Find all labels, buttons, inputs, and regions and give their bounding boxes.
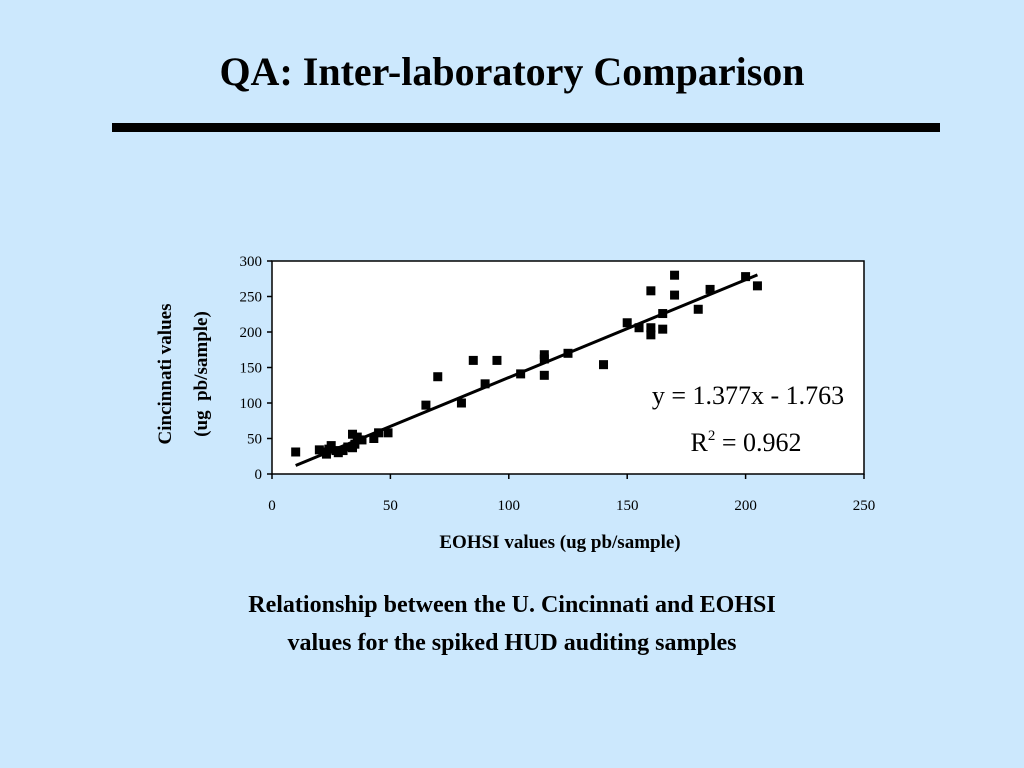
y-tick-label: 150 — [240, 361, 263, 377]
data-point — [343, 442, 353, 452]
data-point — [350, 439, 360, 449]
data-point — [646, 330, 656, 340]
y-tick-label: 100 — [240, 396, 263, 412]
title-divider — [112, 123, 940, 132]
caption-line-2: values for the spiked HUD auditing sampl… — [287, 630, 737, 656]
x-tick-label: 100 — [498, 498, 521, 514]
r-squared-base: R — [690, 428, 708, 457]
data-point — [480, 379, 490, 389]
data-point — [338, 446, 348, 456]
data-point — [622, 318, 632, 328]
data-point — [705, 284, 715, 294]
data-point — [741, 272, 751, 282]
data-point — [752, 281, 762, 291]
data-point — [670, 270, 680, 280]
data-point — [369, 434, 379, 443]
r-squared-superscript: 2 — [708, 428, 716, 444]
data-point — [658, 324, 668, 334]
r-squared-label: R2 = 0.962 — [690, 428, 801, 457]
data-point — [333, 448, 343, 458]
y-tick-label: 250 — [240, 290, 263, 306]
y-tick-label: 50 — [247, 432, 262, 448]
data-point — [291, 447, 301, 457]
data-point — [539, 350, 549, 360]
r-squared-value: = 0.962 — [715, 428, 801, 457]
data-point — [599, 360, 609, 370]
data-point — [646, 323, 656, 333]
data-point — [433, 372, 443, 382]
data-point — [670, 290, 680, 300]
data-point — [326, 441, 336, 451]
data-point — [646, 286, 656, 296]
data-point — [357, 435, 367, 445]
y-tick-label: 0 — [255, 467, 263, 483]
y-axis-label-line2: (ug pb/sample) — [191, 311, 212, 437]
y-tick-label: 300 — [240, 254, 263, 270]
data-point — [492, 355, 502, 365]
trendline — [295, 273, 759, 467]
x-tick-label: 0 — [268, 498, 276, 514]
axis-ticks: 0 50 100 150 200 250 0 50 100 150 200 250 300 — [240, 254, 876, 514]
x-axis-label: EOHSI values (ug pb/sample) — [439, 532, 680, 553]
trendline-equation: y = 1.377x - 1.763 — [652, 381, 844, 410]
x-tick-label: 200 — [734, 498, 757, 514]
chart-caption: Relationship between the U. Cincinnati a… — [0, 586, 1024, 662]
data-point — [468, 355, 478, 365]
x-tick-label: 150 — [616, 498, 639, 514]
data-point — [456, 398, 466, 408]
data-point — [693, 304, 703, 314]
y-tick-label: 200 — [240, 325, 263, 341]
data-point — [383, 428, 393, 438]
data-point — [352, 432, 362, 442]
x-tick-label: 250 — [853, 498, 876, 514]
data-point — [348, 429, 358, 439]
data-point — [314, 445, 324, 455]
caption-line-1: Relationship between the U. Cincinnati a… — [248, 592, 776, 618]
x-tick-label: 50 — [383, 498, 398, 514]
y-axis-label-line1: Cincinnati values — [155, 304, 176, 445]
data-point — [634, 323, 644, 333]
data-point — [421, 400, 431, 410]
slide-title: QA: Inter-laboratory Comparison — [219, 49, 805, 94]
data-point — [539, 370, 549, 380]
